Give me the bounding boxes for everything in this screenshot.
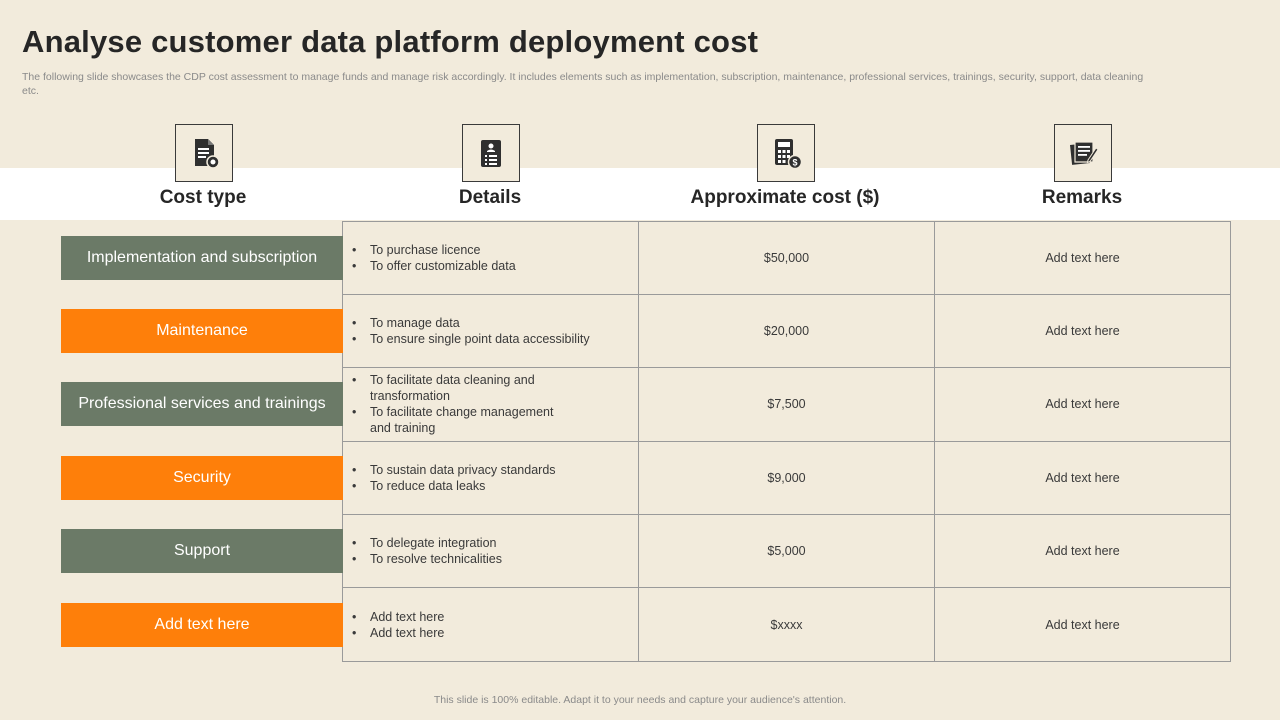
grid-hline [342,661,1231,662]
notes-pen-icon [1054,124,1112,182]
column-header-cost-type: Cost type [159,187,247,208]
remark-text: Add text here [1045,544,1120,558]
details-item: To delegate integration [352,535,637,551]
details-item: To facilitate change management and trai… [352,404,577,436]
grid-hline [342,441,1231,442]
details-list: Add text here Add text here [352,609,637,641]
cost-type-label: Security [61,456,343,500]
cost-type-label: Support [61,529,343,573]
cost-type-label: Add text here [61,603,343,647]
details-item: To facilitate data cleaning and transfor… [352,372,577,404]
svg-text:$: $ [792,158,797,168]
grid-hline [342,587,1231,588]
page-title: Analyse customer data platform deploymen… [22,24,759,59]
cost-table-grid [342,221,1231,662]
details-item: To ensure single point data accessibilit… [352,331,637,347]
details-item: To purchase licence [352,242,637,258]
details-list: To manage data To ensure single point da… [352,315,637,347]
cost-value: $7,500 [767,397,806,411]
grid-hline [342,221,1231,222]
grid-hline [342,294,1231,295]
details-list: To facilitate data cleaning and transfor… [352,372,577,436]
cost-value: $20,000 [763,324,810,338]
grid-hline [342,367,1231,368]
details-item: Add text here [352,625,637,641]
grid-hline [342,514,1231,515]
cost-type-label: Professional services and trainings [61,382,343,426]
column-header-details: Details [458,187,522,208]
details-list: To sustain data privacy standards To red… [352,462,637,494]
details-list: To purchase licence To offer customizabl… [352,242,637,274]
details-item: To reduce data leaks [352,478,637,494]
remark-text: Add text here [1045,397,1120,411]
cost-value: $xxxx [770,618,803,632]
column-header-remarks: Remarks [1041,187,1123,208]
details-item: Add text here [352,609,637,625]
remark-text: Add text here [1045,471,1120,485]
cost-value: $5,000 [767,544,806,558]
cost-value: $9,000 [767,471,806,485]
remark-text: Add text here [1045,324,1120,338]
footer-note: This slide is 100% editable. Adapt it to… [433,694,847,706]
remark-text: Add text here [1045,251,1120,265]
column-header-approximate-cost: Approximate cost ($) [690,187,880,208]
id-list-icon [462,124,520,182]
cost-value: $50,000 [763,251,810,265]
remark-text: Add text here [1045,618,1120,632]
cost-type-label: Maintenance [61,309,343,353]
details-item: To offer customizable data [352,258,637,274]
cost-type-label: Implementation and subscription [61,236,343,280]
calculator-dollar-icon: $ [757,124,815,182]
page-subtitle: The following slide showcases the CDP co… [22,71,1144,97]
document-coin-icon [175,124,233,182]
details-item: To resolve technicalities [352,551,637,567]
details-item: To sustain data privacy standards [352,462,637,478]
details-item: To manage data [352,315,637,331]
details-list: To delegate integration To resolve techn… [352,535,637,567]
